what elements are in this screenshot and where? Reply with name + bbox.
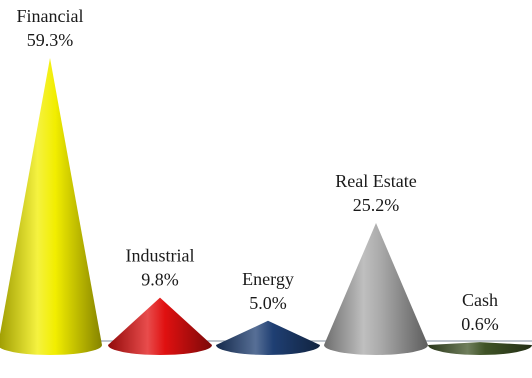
value-label-real-estate: 25.2%: [353, 195, 400, 215]
cone-financial: [0, 58, 102, 355]
category-label-energy: Energy: [242, 269, 294, 289]
category-label-industrial: Industrial: [126, 246, 195, 266]
category-label-cash: Cash: [462, 290, 498, 310]
cone-real-estate: [324, 223, 428, 355]
value-label-financial: 59.3%: [27, 30, 74, 50]
category-label-financial: Financial: [17, 6, 84, 26]
value-label-industrial: 9.8%: [141, 270, 179, 290]
category-label-real-estate: Real Estate: [335, 171, 416, 191]
cones-group: [0, 58, 532, 355]
cone-cash: [428, 342, 532, 355]
labels-group: Financial 59.3% Industrial 9.8% Energy 5.0% Re…: [17, 6, 499, 334]
cone-industrial: [108, 297, 212, 355]
value-label-energy: 5.0%: [249, 293, 287, 313]
cone-energy: [216, 320, 320, 355]
value-label-cash: 0.6%: [461, 314, 499, 334]
